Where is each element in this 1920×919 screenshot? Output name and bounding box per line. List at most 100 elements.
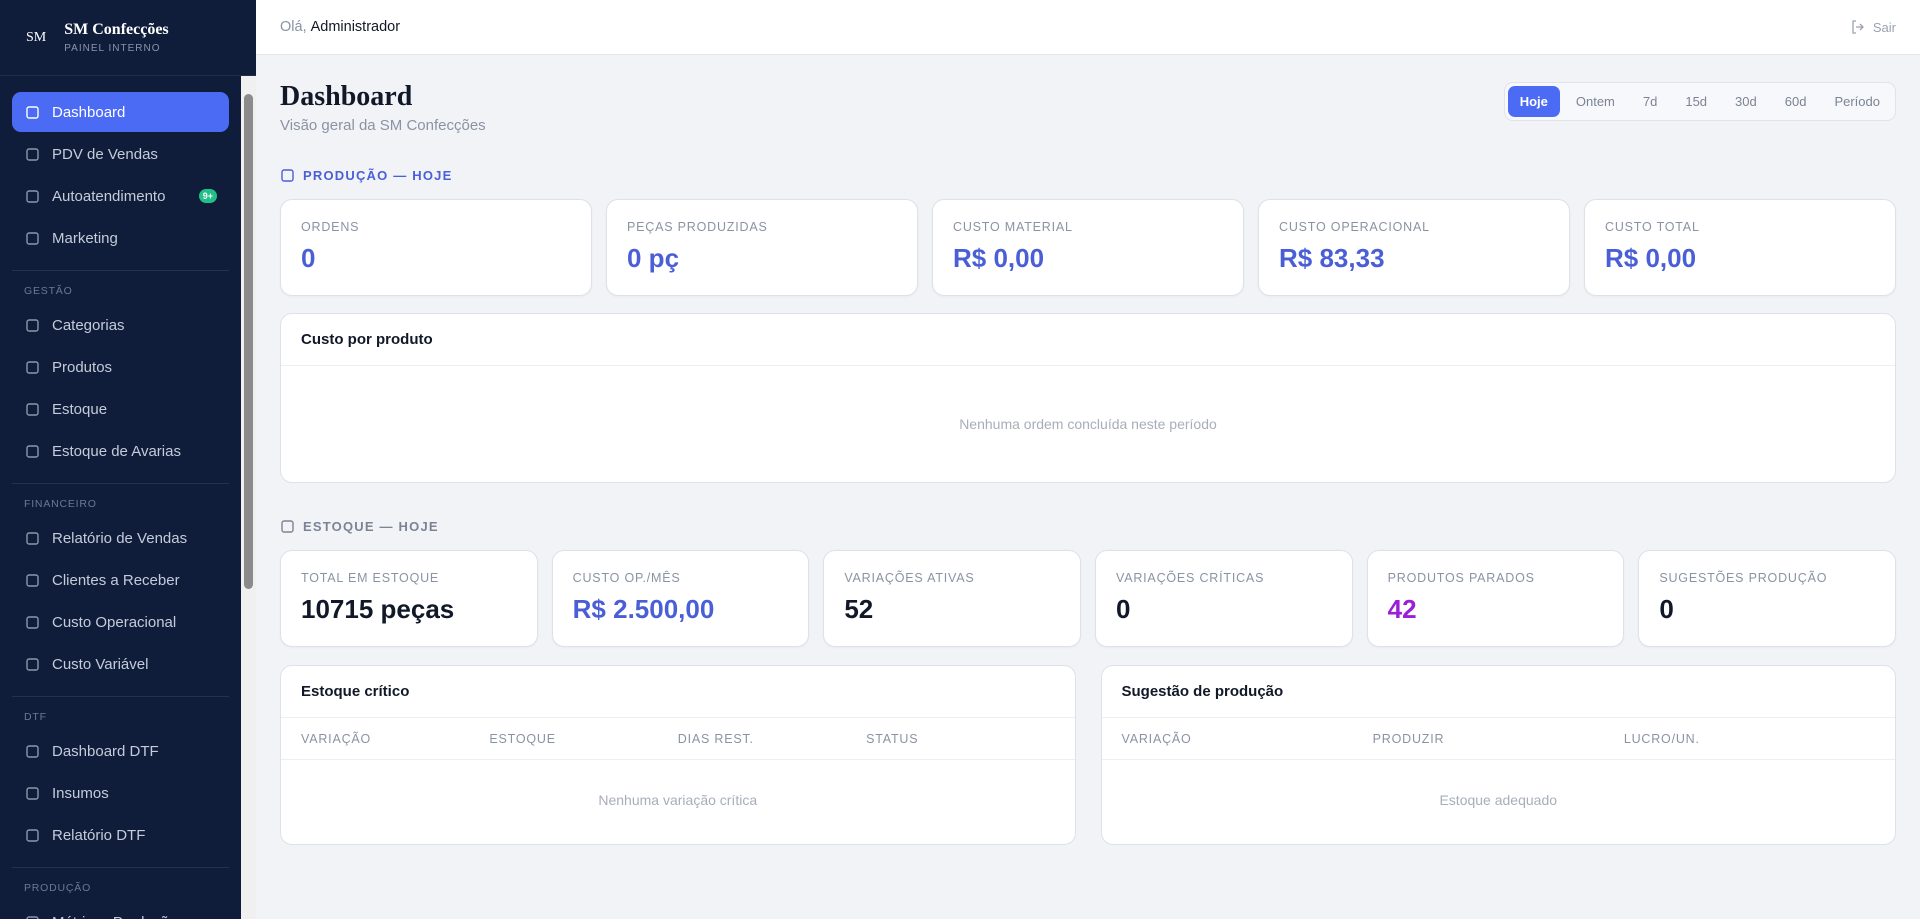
stat-value: 42 xyxy=(1387,594,1417,624)
stat-label: ORDENS xyxy=(301,220,360,234)
icon xyxy=(26,828,39,842)
stat-card: PEÇAS PRODUZIDAS 0 pç xyxy=(606,199,918,296)
icon xyxy=(26,402,39,416)
stat-row: TOTAL EM ESTOQUE 10715 peças CUSTO OP./MÊS… xyxy=(280,550,1896,647)
stat-value: 52 xyxy=(844,594,874,624)
greeting: Olá, xyxy=(280,19,307,35)
nav-label[interactable]: Custo Operacional xyxy=(52,613,177,631)
stat-card: CUSTO OPERACIONAL R$ 83,33 xyxy=(1258,199,1570,296)
stat-card: VARIAÇÕES CRÍTICAS 0 xyxy=(1094,550,1353,647)
nav-label[interactable]: Dashboard DTF xyxy=(52,742,159,760)
period-selector: Hoje Ontem 7d 15d 30d 60d Período xyxy=(1503,82,1896,121)
scrollbar[interactable] xyxy=(241,76,256,919)
nav-item[interactable]: Estoque xyxy=(12,389,229,429)
nav-label[interactable]: PDV de Vendas xyxy=(52,145,158,163)
nav-item[interactable]: Estoque de Avarias xyxy=(12,431,229,471)
nav-label[interactable]: Dashboard xyxy=(52,103,126,121)
icon xyxy=(26,360,39,374)
nav-item[interactable]: Dashboard DTF xyxy=(12,731,229,771)
period-button[interactable]: 30d xyxy=(1735,94,1757,109)
section-label: ESTOQUE — HOJE xyxy=(280,519,1896,534)
logout-button[interactable]: Sair xyxy=(1851,20,1896,35)
nav-label[interactable]: Métricas Produção x xyxy=(52,914,189,919)
stat-value: 0 xyxy=(1115,594,1131,624)
nav-item[interactable]: Produtos xyxy=(12,347,229,387)
table-header: VARIAÇÃO ESTOQUE DIAS REST. STATUS xyxy=(281,718,1075,760)
period-button[interactable]: 60d xyxy=(1784,94,1807,109)
nav-label[interactable]: Produtos xyxy=(52,358,113,376)
stat-card: ORDENS 0 xyxy=(280,199,592,296)
table-panel: Estoque crítico VARIAÇÃO ESTOQUE DIAS REST.… xyxy=(280,665,1076,845)
nav-item[interactable]: Dashboard xyxy=(12,92,229,132)
nav-label[interactable]: Clientes a Receber xyxy=(52,571,180,589)
main: Dashboard Visão geral da SM Confecções H… xyxy=(280,55,1896,845)
nav-label[interactable]: Custo Variável xyxy=(52,655,149,673)
stat-card: CUSTO TOTAL R$ 0,00 xyxy=(1584,199,1896,296)
nav-item[interactable]: Clientes a Receber xyxy=(12,560,229,600)
nav-item[interactable]: Categorias xyxy=(12,305,229,345)
brand-name: SM Confecções xyxy=(64,21,169,38)
nav-section-title: DTF xyxy=(24,711,47,723)
period-button[interactable]: Ontem xyxy=(1575,94,1615,109)
icon xyxy=(26,444,39,458)
header: Olá, Administrador Sair xyxy=(256,0,1920,55)
empty-message: Nenhuma ordem concluída neste período xyxy=(959,416,1217,432)
stat-value: 0 xyxy=(301,243,316,273)
scroll-thumb[interactable] xyxy=(244,94,253,589)
stat-card: CUSTO MATERIAL R$ 0,00 xyxy=(932,199,1244,296)
table-title: Sugestão de produção xyxy=(1101,666,1895,718)
nav-label[interactable]: Insumos xyxy=(52,784,109,802)
table-panel: Sugestão de produção VARIAÇÃO PRODUZIR LUCR… xyxy=(1100,665,1896,845)
brand: SM SM Confecções PAINEL INTERNO xyxy=(0,0,256,76)
nav-label[interactable]: Estoque de Avarias xyxy=(52,442,181,460)
logout-icon xyxy=(1852,20,1864,34)
stat-value: 0 pç xyxy=(627,243,680,273)
period-button[interactable]: 15d xyxy=(1685,94,1708,109)
nav-item[interactable]: Custo Variável xyxy=(12,644,229,684)
stat-label: SUGESTÕES PRODUÇÃO xyxy=(1659,571,1828,585)
column-header: ESTOQUE xyxy=(489,731,556,746)
nav-label[interactable]: Relatório DTF xyxy=(52,826,146,844)
period-button[interactable]: 7d xyxy=(1642,94,1658,109)
section-title: PRODUÇÃO — HOJE xyxy=(303,168,453,183)
empty-message: Estoque adequado xyxy=(1439,792,1558,808)
stat-label: PEÇAS PRODUZIDAS xyxy=(627,220,768,234)
column-header: LUCRO/UN. xyxy=(1623,731,1700,746)
icon xyxy=(26,318,39,332)
stat-value: 0 xyxy=(1659,594,1674,624)
stat-card: PRODUTOS PARADOS 42 xyxy=(1366,550,1625,647)
stat-card: CUSTO OP./MÊS R$ 2.500,00 xyxy=(551,550,810,647)
icon xyxy=(281,520,294,533)
stat-card: VARIAÇÕES ATIVAS 52 xyxy=(823,550,1081,647)
nav-label[interactable]: Autoatendimento xyxy=(52,187,166,205)
nav-label[interactable]: Estoque xyxy=(52,400,108,418)
nav-item[interactable]: Métricas Produção x xyxy=(12,902,229,919)
icon xyxy=(26,615,39,629)
nav-item[interactable]: Insumos xyxy=(12,773,229,813)
period-button[interactable]: Hoje xyxy=(1507,86,1560,117)
stat-label: PRODUTOS PARADOS xyxy=(1387,571,1535,585)
nav-label[interactable]: Marketing xyxy=(52,229,118,247)
stat-label: CUSTO OP./MÊS xyxy=(572,571,681,585)
brand-text: SM Confecções PAINEL INTERNO xyxy=(64,21,168,54)
icon xyxy=(26,147,39,161)
icon xyxy=(26,573,39,587)
stat-label: VARIAÇÕES CRÍTICAS xyxy=(1115,571,1265,585)
content: PRODUÇÃO — HOJE ORDENS 0 PEÇAS PRODUZIDAS 0 … xyxy=(280,168,1896,845)
nav-label[interactable]: Categorias xyxy=(52,316,125,334)
nav-item[interactable]: Custo Operacional xyxy=(12,602,229,642)
divider xyxy=(12,696,229,697)
stat-value: 10715 peças xyxy=(301,594,455,624)
icon xyxy=(26,189,39,203)
nav-item[interactable]: Relatório DTF xyxy=(12,815,229,855)
nav-item[interactable]: Relatório de Vendas xyxy=(12,518,229,558)
nav-item[interactable]: PDV de Vendas xyxy=(12,134,229,174)
period-button[interactable]: Período xyxy=(1834,94,1880,109)
nav-item[interactable]: Marketing xyxy=(12,218,229,258)
column-header: STATUS xyxy=(866,731,919,746)
nav-label[interactable]: Relatório de Vendas xyxy=(52,529,188,547)
empty-message: Nenhuma variação crítica xyxy=(598,792,758,808)
nav-badge: 9+ xyxy=(198,189,217,203)
logout-label[interactable]: Sair xyxy=(1872,19,1896,35)
nav-item[interactable]: Autoatendimento 9+ xyxy=(12,176,229,216)
